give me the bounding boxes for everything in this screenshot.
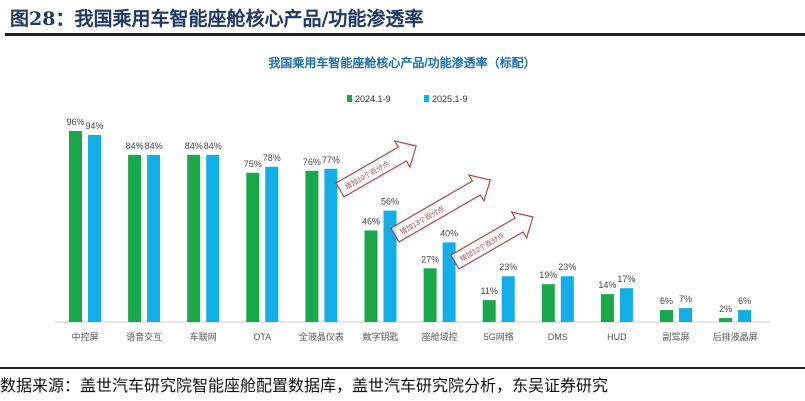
data-label: 2% (719, 304, 732, 314)
bar (69, 130, 82, 322)
category-label: HUD (607, 332, 627, 342)
arrow-shape (450, 211, 534, 270)
bar (265, 166, 279, 322)
category-label: DMS (548, 332, 568, 342)
category-label: 5G网络 (484, 331, 514, 342)
bar (147, 154, 161, 322)
bar (305, 170, 319, 322)
category-label: 全液晶仪表 (299, 331, 344, 342)
bar (88, 134, 101, 322)
data-label: 40% (440, 228, 458, 238)
legend-label: 2024.1-9 (355, 94, 391, 104)
bar (619, 288, 633, 322)
bar (660, 310, 673, 322)
category-label: OTA (253, 332, 271, 342)
category-label: 后排液晶屏 (713, 331, 758, 342)
increase-arrow: 增加12个百分点 (450, 211, 534, 270)
bar (560, 276, 574, 322)
data-label: 23% (558, 262, 576, 272)
data-label: 6% (660, 296, 673, 306)
bar (206, 154, 220, 322)
data-label: 84% (126, 141, 144, 151)
increase-arrow: 增加10个百分点 (335, 140, 417, 198)
data-label: 14% (598, 280, 616, 290)
data-label: 23% (499, 262, 517, 272)
category-label: 中控屏 (71, 331, 98, 342)
bar (541, 284, 555, 322)
arrow-shape (390, 174, 492, 243)
source-note: 数据来源：盖世汽车研究院智能座舱配置数据库，盖世汽车研究院分析，东吴证券研究 (0, 376, 609, 395)
legend-swatch (347, 95, 352, 102)
legend-swatch (424, 95, 429, 102)
bar (501, 276, 515, 322)
data-label: 75% (244, 159, 262, 169)
divider (0, 367, 805, 369)
data-label: 6% (738, 296, 751, 306)
bar (679, 308, 692, 322)
figure-title: 图28：我国乘用车智能座舱核心产品/功能渗透率 (10, 8, 424, 30)
category-label: 语音交互 (126, 331, 162, 342)
category-label: 数字钥匙 (362, 331, 398, 342)
data-label: 76% (303, 157, 321, 167)
category-label: 座舱域控 (422, 331, 458, 342)
data-label: 77% (322, 155, 340, 165)
bar (324, 168, 338, 322)
bar (187, 154, 201, 322)
bar (482, 300, 496, 322)
data-label: 84% (185, 141, 203, 151)
data-label: 56% (381, 197, 399, 207)
data-label: 27% (421, 254, 439, 264)
legend-label: 2025.1-9 (432, 94, 468, 104)
bar (719, 318, 733, 322)
divider (5, 33, 805, 36)
data-label: 78% (263, 153, 281, 163)
data-label: 7% (679, 294, 692, 304)
data-label: 19% (539, 270, 557, 280)
bar (364, 230, 378, 322)
category-label: 副驾屏 (662, 332, 689, 342)
bar (423, 268, 437, 322)
data-label: 17% (617, 274, 635, 284)
bar (246, 172, 260, 322)
arrow-shape (335, 140, 417, 198)
data-label: 11% (481, 286, 498, 296)
category-label: 车联网 (190, 331, 217, 342)
data-label: 94% (85, 121, 103, 131)
bar (128, 154, 142, 322)
chart-title: 我国乘用车智能座舱核心产品/功能渗透率（标配） (268, 55, 535, 70)
data-label: 46% (362, 216, 380, 226)
data-label: 84% (204, 141, 222, 151)
bar (442, 242, 456, 322)
data-label: 96% (66, 117, 84, 127)
data-label: 84% (145, 141, 163, 151)
bar (383, 210, 397, 322)
bar (600, 294, 614, 322)
bar (738, 310, 752, 322)
